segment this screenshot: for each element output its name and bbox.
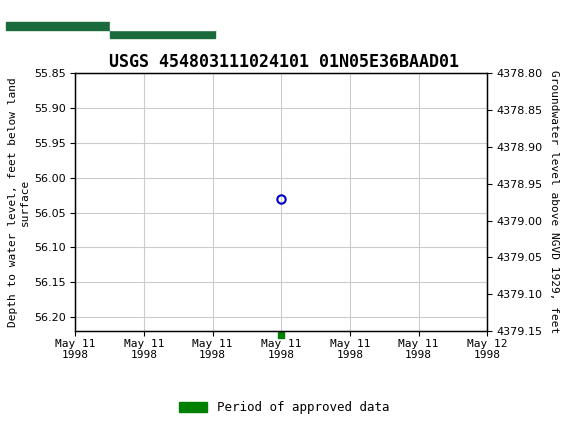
Bar: [110, 30, 215, 38]
Text: USGS 454803111024101 01N05E36BAAD01: USGS 454803111024101 01N05E36BAAD01: [109, 53, 459, 71]
Y-axis label: Depth to water level, feet below land
surface: Depth to water level, feet below land su…: [8, 77, 30, 327]
Y-axis label: Groundwater level above NGVD 1929, feet: Groundwater level above NGVD 1929, feet: [549, 71, 559, 334]
Bar: [110, 22, 215, 30]
Legend: Period of approved data: Period of approved data: [174, 396, 394, 419]
Bar: [6, 22, 110, 30]
Bar: [6, 30, 110, 38]
Text: USGS: USGS: [220, 12, 289, 33]
